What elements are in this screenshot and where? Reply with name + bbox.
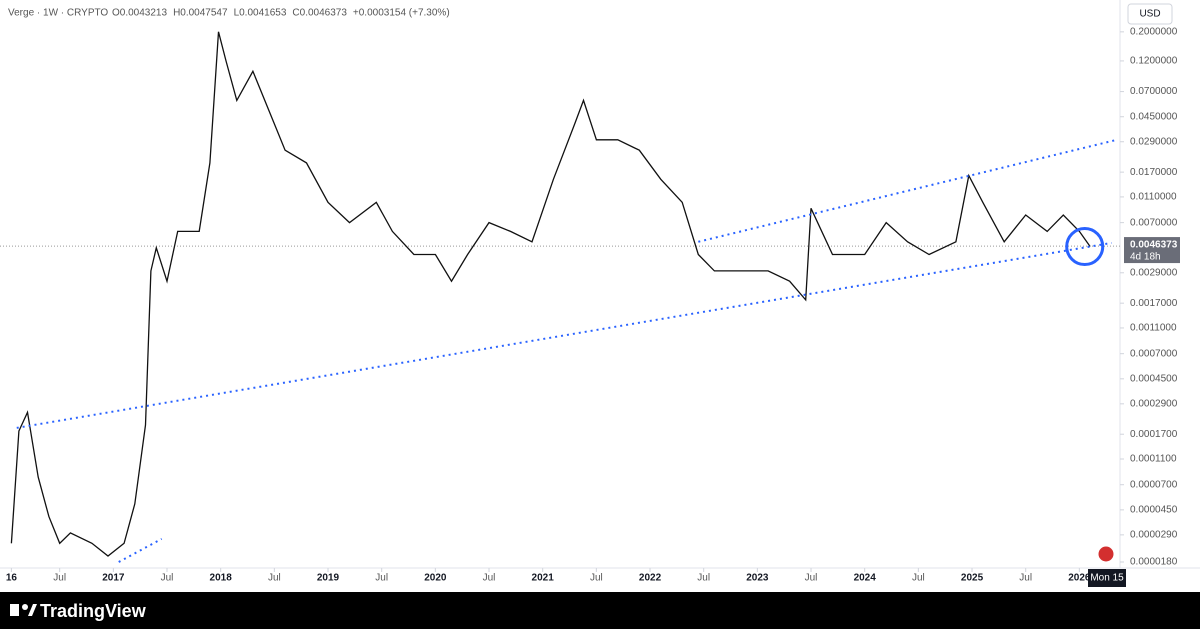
ohlc-value: L0.0041653 bbox=[234, 8, 287, 19]
y-tick-label: 0.2000000 bbox=[1130, 26, 1178, 37]
y-tick-label: 0.1200000 bbox=[1130, 56, 1178, 67]
y-tick-label: 0.0000700 bbox=[1130, 479, 1178, 490]
y-tick-label: 0.0070000 bbox=[1130, 217, 1178, 228]
x-tick-label: 2020 bbox=[424, 573, 447, 584]
y-tick-label: 0.0001700 bbox=[1130, 429, 1178, 440]
x-tick-label: Jul bbox=[912, 573, 925, 584]
cursor-date: Mon 15 bbox=[1090, 573, 1124, 584]
last-price-box bbox=[1124, 237, 1180, 264]
brand: TradingView bbox=[40, 601, 147, 621]
countdown: 4d 18h bbox=[1130, 252, 1161, 263]
ohlc-value: +0.0003154 (+7.30%) bbox=[353, 8, 450, 19]
x-tick-label: Jul bbox=[1019, 573, 1032, 584]
y-tick-label: 0.0450000 bbox=[1130, 111, 1178, 122]
us-flag bbox=[1097, 545, 1115, 563]
y-tick-label: 0.0000450 bbox=[1130, 505, 1178, 516]
currency[interactable]: USD bbox=[1139, 9, 1160, 20]
y-tick-label: 0.0000290 bbox=[1130, 530, 1178, 541]
x-tick-label: Jul bbox=[161, 573, 174, 584]
trend-line bbox=[16, 241, 1112, 429]
x-tick-label: 2021 bbox=[532, 573, 555, 584]
x-tick-label: 2024 bbox=[854, 573, 877, 584]
x-tick-label: Jul bbox=[268, 573, 281, 584]
y-tick-label: 0.0011000 bbox=[1130, 323, 1177, 334]
x-tick-label: 2025 bbox=[961, 573, 984, 584]
price-line bbox=[10, 31, 1091, 557]
y-tick-label: 0.0290000 bbox=[1130, 136, 1178, 147]
y-tick-label: 0.0004500 bbox=[1130, 373, 1178, 384]
y-tick-label: 0.0170000 bbox=[1130, 167, 1178, 178]
trend-line bbox=[118, 538, 163, 563]
symbol-title: Verge · 1W · CRYPTO bbox=[8, 8, 108, 19]
x-tick-label: 2017 bbox=[102, 573, 125, 584]
x-tick-label: Jul bbox=[483, 573, 496, 584]
x-tick-label: 16 bbox=[6, 573, 18, 584]
tradingview-logo bbox=[10, 604, 37, 616]
y-tick-label: 0.0700000 bbox=[1130, 86, 1178, 97]
x-tick-label: Jul bbox=[53, 573, 66, 584]
y-tick-label: 0.0001100 bbox=[1130, 454, 1177, 465]
x-tick-label: Jul bbox=[805, 573, 818, 584]
ohlc-value: O0.0043213 bbox=[112, 8, 167, 19]
cursor-date-box bbox=[1088, 569, 1126, 587]
x-tick-label: 2022 bbox=[639, 573, 662, 584]
y-tick-label: 0.0110000 bbox=[1130, 192, 1177, 203]
x-tick-label: 2019 bbox=[317, 573, 340, 584]
y-tick-label: 0.0002900 bbox=[1130, 398, 1178, 409]
x-tick-label: Jul bbox=[697, 573, 710, 584]
ohlc-value: H0.0047547 bbox=[173, 8, 228, 19]
x-tick-label: Jul bbox=[590, 573, 603, 584]
x-tick-label: 2026 bbox=[1068, 573, 1091, 584]
chart-background bbox=[0, 0, 1200, 592]
currency-box[interactable] bbox=[1127, 3, 1173, 25]
y-tick-label: 0.0029000 bbox=[1130, 267, 1178, 278]
x-tick-label: Jul bbox=[375, 573, 388, 584]
y-tick-label: 0.0000180 bbox=[1130, 557, 1178, 568]
y-tick-label: 0.0007000 bbox=[1130, 348, 1178, 359]
y-tick-label: 0.0017000 bbox=[1130, 298, 1178, 309]
last-price-label: 0.0046373 bbox=[1130, 240, 1178, 251]
highlight-circle bbox=[1065, 227, 1105, 267]
ohlc-value: C0.0046373 bbox=[292, 8, 347, 19]
x-tick-label: 2023 bbox=[746, 573, 769, 584]
x-tick-label: 2018 bbox=[210, 573, 233, 584]
